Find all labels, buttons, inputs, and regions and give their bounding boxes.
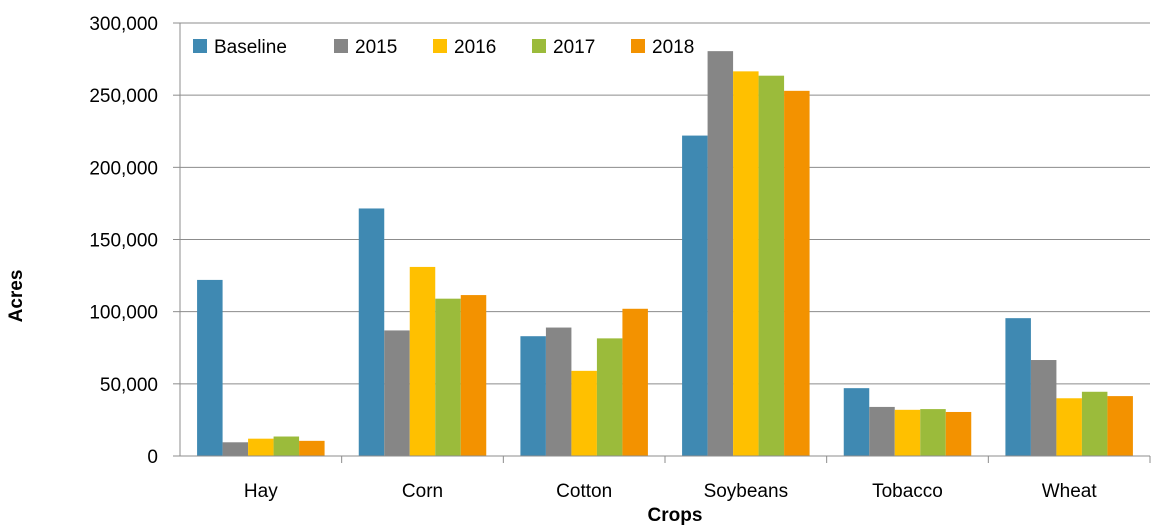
bar-2018-tobacco [945,411,972,456]
bar-2017-wheat [1081,391,1108,456]
bar-2018-corn [460,295,487,456]
bar-2016-cotton [571,370,597,456]
bar-2018-wheat [1107,396,1133,456]
bars [197,51,1133,457]
bar-2015-wheat [1030,360,1057,456]
bar-2016-tobacco [894,409,921,456]
bar-2016-soybeans [733,71,759,456]
legend-label: 2018 [652,37,694,58]
bar-2015-soybeans [707,51,734,457]
bar-2018-cotton [622,308,648,456]
y-tick-label: 100,000 [89,303,158,324]
y-tick-label: 0 [147,447,158,468]
bar-2016-corn [409,266,436,456]
y-tick-label: 250,000 [89,86,158,107]
x-tick-label: Wheat [1042,481,1098,502]
legend: Baseline 2015 2016 2017 2018 [193,37,694,58]
x-tick-label: Tobacco [872,481,943,502]
x-tick-labels: Hay Corn Cotton Soybeans Tobacco Wheat [244,481,1097,502]
bar-baseline-tobacco [843,388,870,456]
legend-swatch [631,39,645,53]
bar-2018-hay [299,440,325,456]
y-tick-label: 150,000 [89,231,158,252]
legend-swatch [193,39,207,53]
x-tick-label: Hay [244,481,278,502]
bar-2017-soybeans [758,75,785,456]
bar-2015-hay [222,442,249,456]
y-tick-label: 300,000 [89,14,158,35]
axes [173,22,1151,463]
bar-2015-tobacco [869,406,895,456]
legend-swatch [433,39,447,53]
legend-swatch [334,39,348,53]
bar-2018-soybeans [784,90,810,456]
bar-baseline-hay [197,279,223,456]
y-tick-labels: 0 50,000 100,000 150,000 200,000 250,000 300,0… [89,14,158,468]
gridlines [180,22,1150,385]
bar-2017-tobacco [920,409,946,456]
x-tick-label: Cotton [556,481,612,502]
bar-baseline-wheat [1005,318,1031,456]
bar-baseline-cotton [520,336,546,456]
legend-label: 2015 [355,37,397,58]
x-tick-label: Soybeans [704,481,789,502]
bar-2017-hay [273,436,300,456]
bar-baseline-soybeans [682,135,708,456]
y-tick-label: 200,000 [89,158,158,179]
bar-2016-wheat [1056,398,1082,456]
legend-label: 2016 [454,37,496,58]
bar-2017-corn [435,298,461,456]
bar-2017-cotton [596,338,623,456]
y-axis-title: Acres [6,270,27,323]
bar-2015-cotton [545,327,572,456]
legend-swatch [532,39,546,53]
bar-baseline-corn [358,208,385,456]
bar-2015-corn [384,330,410,456]
bar-2016-hay [248,438,274,456]
x-tick-label: Corn [402,481,443,502]
x-axis-title: Crops [648,505,703,526]
legend-label: Baseline [214,37,287,58]
y-tick-label: 50,000 [100,375,158,396]
legend-label: 2017 [553,37,595,58]
